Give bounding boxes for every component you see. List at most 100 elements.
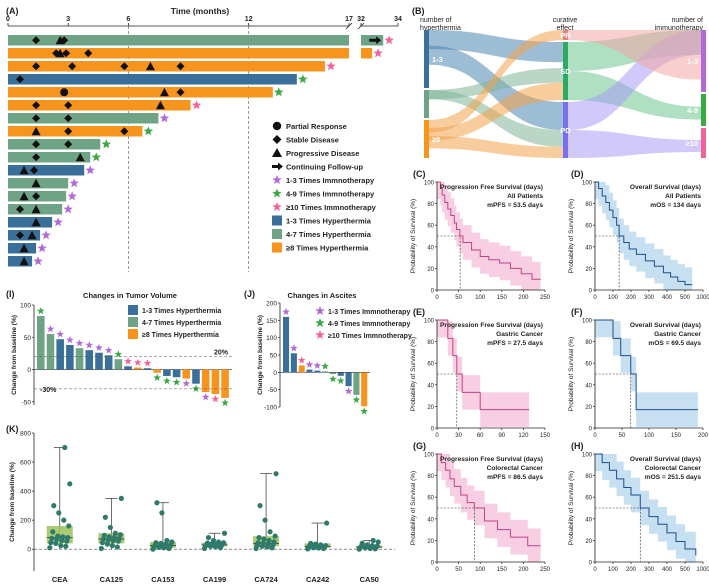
data-point <box>364 542 370 548</box>
data-point <box>56 510 62 516</box>
tick-label: 80 <box>427 340 434 346</box>
median-line <box>595 235 620 290</box>
median-line <box>595 507 641 562</box>
tick-label: 0 <box>593 295 597 301</box>
km-stat: mOS = 69.5 days <box>648 340 701 347</box>
triangle-icon <box>55 48 65 58</box>
waterfall-bar <box>66 345 74 370</box>
swim-bar <box>8 139 101 150</box>
box-iqr <box>253 536 280 547</box>
panel-label: (K) <box>6 424 19 434</box>
tick-label: 60 <box>427 224 434 230</box>
waterfall-bar <box>211 369 220 395</box>
tick-label: 100 <box>644 433 655 439</box>
star-icon <box>315 318 325 328</box>
star-icon <box>221 398 229 407</box>
tick-label: 0 <box>27 547 31 554</box>
waterfall-bar <box>85 350 94 370</box>
data-point <box>308 540 314 547</box>
sankey-flow <box>429 30 563 133</box>
legend-label: 1-3 Times Immnotherapy <box>286 176 375 185</box>
panel-label: (A) <box>6 6 19 16</box>
swim-bar <box>8 165 85 176</box>
tick-label: 0 <box>589 427 593 433</box>
legend-label: Stable Disease <box>286 136 339 145</box>
data-point <box>63 543 69 549</box>
triangle-icon <box>31 217 41 227</box>
category-label: CA724 <box>254 575 278 584</box>
panels-km-curves: (C) Probability of Survival (%) 0 20 40 60 80 1… <box>410 169 709 573</box>
km-ci-band <box>437 454 541 562</box>
diamond-icon <box>176 88 185 97</box>
diamond-icon <box>16 205 25 214</box>
tick-label: 50 <box>619 433 626 439</box>
panel-label: (C) <box>413 169 426 179</box>
tick-label: 20 <box>585 267 592 273</box>
circle-icon <box>60 88 69 97</box>
tick-label: 6 <box>126 16 130 23</box>
category-label: CA199 <box>203 575 226 584</box>
tick-label: 150 <box>497 567 508 573</box>
star-icon <box>67 191 77 201</box>
sankey-node-label: ≥10 <box>686 139 698 148</box>
data-point <box>102 514 108 520</box>
panel-label: (H) <box>571 441 584 451</box>
tick-label: 40 <box>427 245 434 251</box>
data-point <box>62 444 68 451</box>
data-point <box>66 523 72 529</box>
star-icon <box>63 204 73 214</box>
panel-label: (I) <box>6 289 15 299</box>
star-icon <box>191 100 202 110</box>
data-point <box>272 533 278 539</box>
tick-label: 100 <box>475 295 486 301</box>
tick-label: 100 <box>266 335 277 342</box>
tick-label: 0 <box>27 367 31 374</box>
sankey-mid-title-line: curative <box>553 17 578 24</box>
tick-label: 0 <box>589 289 593 295</box>
star-icon <box>33 256 43 266</box>
km-title: Progression Free Survival (days) <box>440 184 543 191</box>
sankey-node <box>424 90 429 118</box>
panel-i-tumor-waterfall: (I) Changes in Tumor Volume Change from ba… <box>6 289 232 406</box>
legend-label: ≥10 Times Immnotherapy <box>286 203 377 212</box>
data-point <box>51 503 57 509</box>
tick-label: -50 <box>22 399 32 406</box>
tick-label: 400 <box>20 489 31 496</box>
tick-label: 20 <box>427 539 434 545</box>
diamond-icon <box>68 62 77 71</box>
sankey-flow <box>568 30 701 80</box>
km-panel-h: (H) Probability of Survival (%) 0 20 40 60 80 1… <box>568 441 709 573</box>
tick-label: 60 <box>585 496 592 502</box>
star-icon <box>336 376 345 385</box>
star-icon <box>272 175 282 185</box>
waterfall-bar <box>134 367 142 370</box>
sankey-node <box>563 30 568 40</box>
km-curve <box>437 319 530 411</box>
data-point <box>267 529 273 535</box>
km-stat: mPFS = 27.5 days <box>487 340 543 347</box>
waterfall-bar <box>306 369 313 373</box>
swim-bar <box>8 35 349 46</box>
star-icon <box>201 393 210 401</box>
star-icon <box>272 202 282 212</box>
tick-label: 100 <box>475 567 486 573</box>
waterfall-bar <box>114 359 123 370</box>
km-stat: mOS = 251.5 days <box>645 474 702 481</box>
waterfall-bar <box>153 369 161 373</box>
tick-label: 3 <box>66 16 70 23</box>
tick-label: 0 <box>593 433 597 439</box>
tick-label: 100 <box>608 567 619 573</box>
tick-label: 80 <box>427 474 434 480</box>
tick-label: 40 <box>585 245 592 251</box>
diamond-icon <box>176 62 185 71</box>
data-point <box>256 534 262 541</box>
y-axis-label: Change from baseline (%) <box>9 462 16 542</box>
arrow-icon <box>272 162 283 171</box>
star-icon <box>211 395 220 403</box>
triangle-icon <box>75 152 85 162</box>
data-point <box>318 542 324 548</box>
data-point <box>210 537 217 544</box>
star-icon <box>124 357 132 365</box>
data-point <box>323 542 329 549</box>
legend-label: 4-9 Times Immnotherapy <box>328 321 410 328</box>
